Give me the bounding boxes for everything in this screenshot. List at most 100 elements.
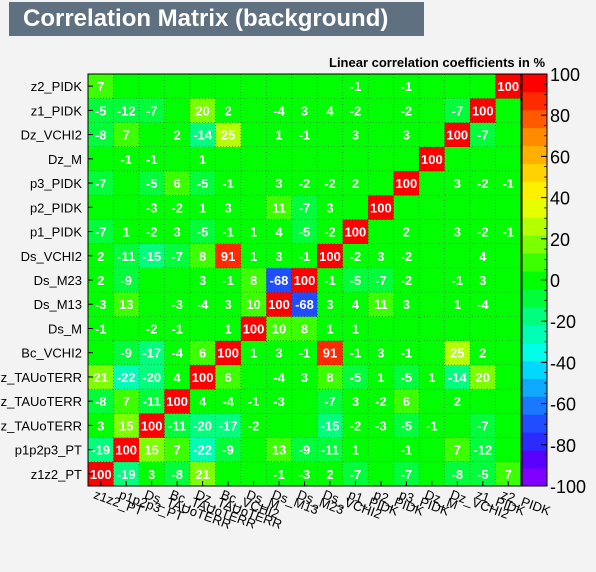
colorbar-tick-label: 20 [550, 230, 570, 250]
heatmap-cell [189, 389, 216, 414]
cell-value-label: 100 [446, 128, 468, 143]
heatmap-cell [419, 122, 445, 148]
heatmap-cell [419, 437, 445, 463]
heatmap-cell [317, 195, 344, 220]
cell-value-label: -1 [502, 176, 514, 191]
heatmap-cell [419, 243, 445, 269]
heatmap-cell [164, 316, 191, 341]
cell-value-label: -4 [273, 103, 285, 118]
cell-value-label: 2 [97, 249, 104, 264]
cell-value-label: 100 [294, 273, 316, 288]
heatmap-cell [113, 195, 140, 220]
heatmap-cell [138, 98, 165, 123]
cell-value-label: 3 [174, 225, 181, 240]
heatmap-cell [138, 364, 165, 390]
cell-value-label: -20 [193, 418, 212, 433]
cell-value-label: 3 [275, 176, 282, 191]
cell-value-label: 25 [221, 128, 235, 143]
cell-value-label: -5 [197, 225, 209, 240]
heatmap-cell [266, 437, 293, 463]
heatmap-cell [444, 389, 471, 414]
y-tick-label: z_TAUoTERR [1, 394, 82, 409]
cell-value-label: -1 [452, 273, 464, 288]
colorbar-segment [522, 181, 547, 200]
cell-value-label: 3 [403, 297, 410, 312]
heatmap-cell [419, 195, 445, 220]
cell-value-label: -3 [273, 394, 285, 409]
cell-value-label: -1 [273, 467, 285, 482]
cell-value-label: -20 [142, 370, 161, 385]
cell-value-label: 7 [123, 394, 130, 409]
cell-value-label: -2 [350, 418, 362, 433]
heatmap-cell [342, 98, 369, 123]
heatmap-cell [470, 122, 496, 148]
cell-value-label: -1 [222, 225, 234, 240]
cell-value-label: -1 [222, 273, 234, 288]
cell-value-label: 2 [224, 103, 231, 118]
cell-value-label: -4 [197, 297, 209, 312]
cell-value-label: -7 [452, 103, 464, 118]
heatmap-cell [215, 146, 242, 172]
cell-value-label: 100 [421, 152, 443, 167]
cell-value-label: 1 [454, 297, 461, 312]
cell-value-label: -8 [171, 467, 183, 482]
heatmap-cell [470, 170, 496, 196]
colorbar-segment [522, 199, 547, 218]
cell-value-label: 2 [97, 273, 104, 288]
heatmap-cell [189, 292, 216, 317]
colorbar-tick-label: 100 [550, 65, 580, 85]
cell-value-label: 2 [174, 128, 181, 143]
heatmap-cell [342, 389, 369, 414]
cell-value-label: -4 [222, 394, 234, 409]
cell-value-label: 3 [224, 200, 231, 215]
cell-value-label: -5 [477, 467, 489, 482]
heatmap-cell [368, 122, 394, 148]
heatmap-cell [113, 389, 140, 414]
heatmap-cell [368, 146, 394, 172]
heatmap-cell [138, 292, 165, 317]
heatmap-cell [266, 340, 293, 366]
heatmap-cell [495, 146, 522, 172]
heatmap-cell [291, 146, 318, 172]
cell-value-label: -7 [171, 249, 183, 264]
heatmap-cell [342, 437, 369, 463]
heatmap-cell [444, 267, 471, 293]
cell-value-label: -7 [401, 467, 413, 482]
heatmap-cell [138, 437, 165, 463]
cell-value-label: 2 [326, 467, 333, 482]
cell-value-label: -2 [171, 200, 183, 215]
heatmap-cell [215, 74, 242, 99]
heatmap-cell [164, 340, 191, 366]
heatmap-cell [291, 122, 318, 148]
heatmap-cell [393, 74, 420, 99]
heatmap-cell [240, 413, 267, 438]
heatmap-cell [317, 170, 344, 196]
heatmap-cell [368, 437, 394, 463]
heatmap-cell [266, 243, 293, 269]
cell-value-label: 1 [250, 249, 257, 264]
heatmap-cell [470, 340, 496, 366]
y-tick-label: Ds_M [48, 321, 82, 336]
cell-value-label: -3 [95, 297, 107, 312]
heatmap-cell [266, 267, 293, 293]
colorbar-segment [522, 342, 547, 362]
heatmap-cell [470, 267, 496, 293]
heatmap-cell [444, 195, 471, 220]
heatmap-cell [215, 437, 242, 463]
cell-value-label: -5 [350, 273, 362, 288]
heatmap-cell [189, 195, 216, 220]
heatmap-cell [291, 292, 318, 317]
heatmap-cell [470, 219, 496, 244]
cell-value-label: 10 [246, 297, 260, 312]
cell-value-label: -2 [401, 249, 413, 264]
heatmap-cell [368, 413, 394, 438]
heatmap-cell [240, 146, 267, 172]
cell-value-label: 91 [221, 249, 235, 264]
heatmap-cell [419, 146, 445, 172]
heatmap-cell [138, 340, 165, 366]
heatmap-cell [291, 316, 318, 341]
cell-value-label: -1 [426, 418, 438, 433]
heatmap-cell [495, 267, 522, 293]
cell-value-label: 4 [174, 370, 182, 385]
heatmap-cell [342, 74, 369, 99]
